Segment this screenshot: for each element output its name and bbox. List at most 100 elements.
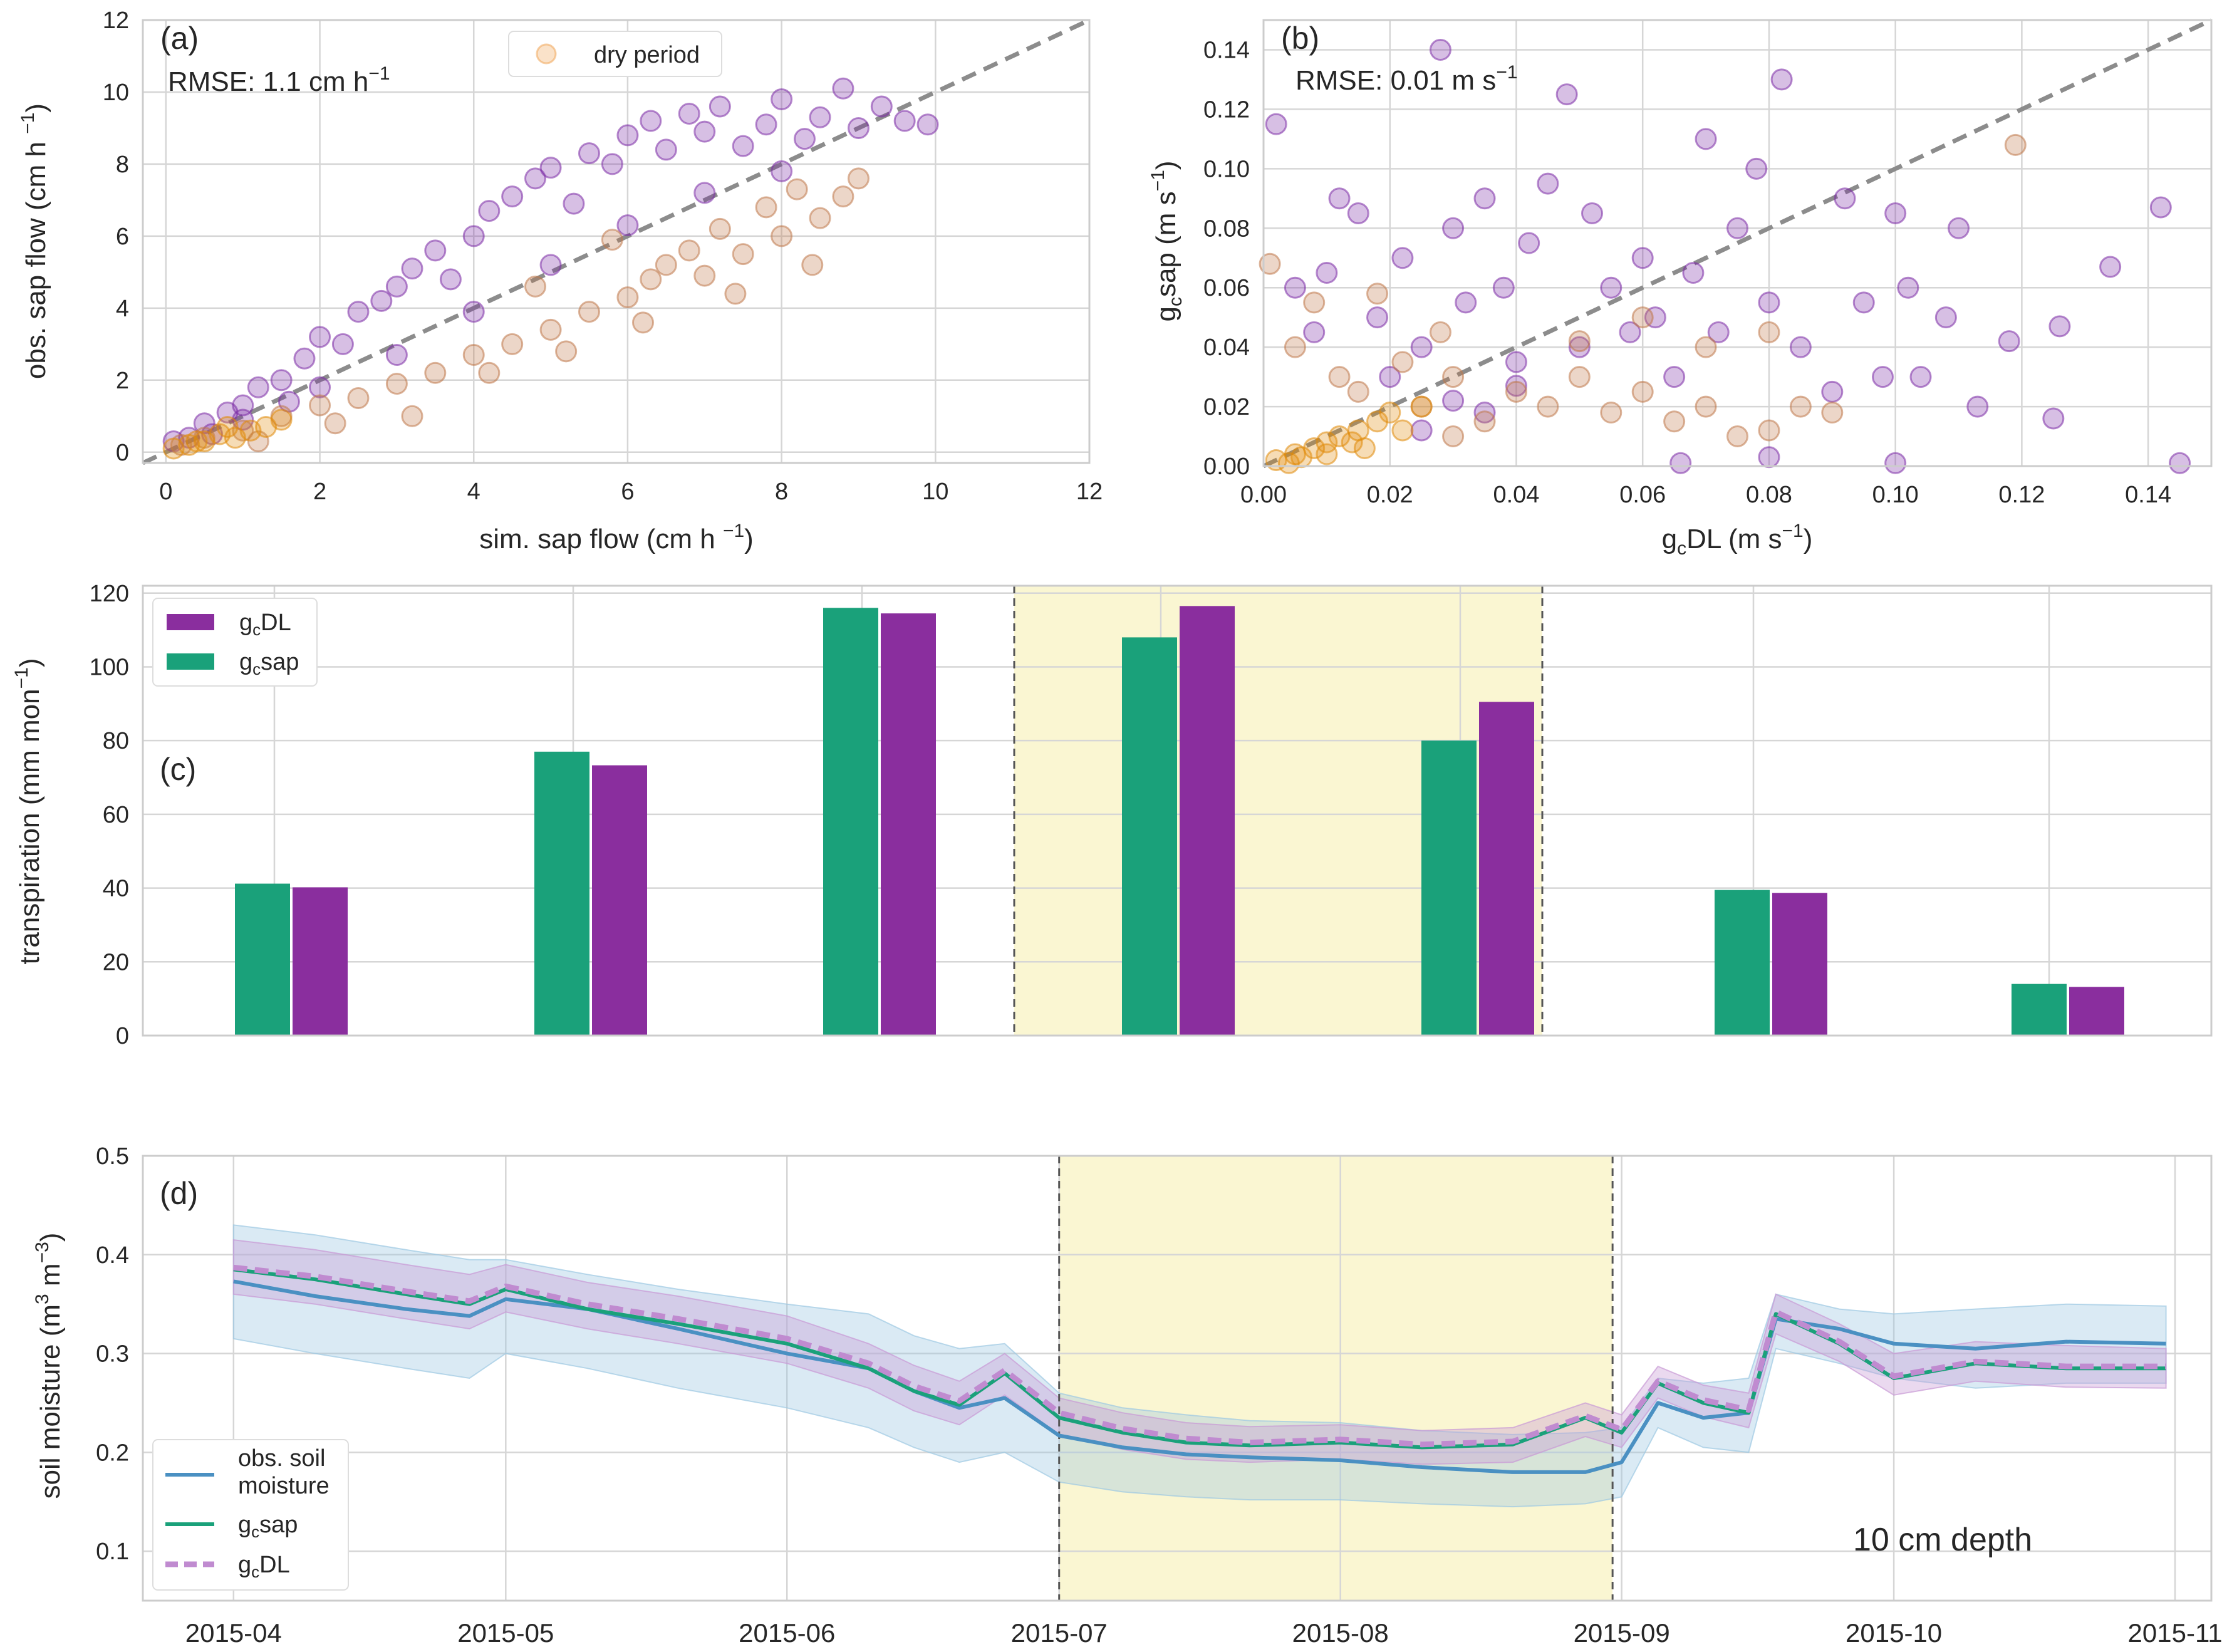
panel-a-point: [755, 113, 777, 136]
panel-b-point: [1852, 291, 1875, 314]
panel-b-point: [1290, 446, 1313, 469]
panel-b-point: [1391, 351, 1414, 373]
panel-c-bar-gcsap: [2012, 984, 2067, 1036]
panel-b-point: [1695, 395, 1717, 418]
panel-c-bar-gcdl: [293, 887, 348, 1036]
panel-a-point: [616, 124, 639, 147]
panel-b-ytick: 0.04: [1203, 335, 1250, 361]
panel-a-ylabel: obs. sap flow (cm h −1): [18, 103, 51, 379]
panel-b-ytick: 0.14: [1203, 37, 1250, 63]
panel-a-ytick: 10: [103, 80, 129, 106]
panel-d-xtick: 2015-08: [1292, 1618, 1389, 1648]
panel-b-point: [1366, 306, 1389, 329]
panel-a-rmse: RMSE: 1.1 cm h−1: [168, 63, 390, 97]
panel-b-point: [1518, 232, 1540, 254]
panel-a-point: [786, 178, 808, 200]
panel-b-point: [1600, 402, 1622, 424]
panel-b-point: [1934, 306, 1957, 329]
panel-d-band: [232, 1239, 2167, 1465]
panel-c-ytick: 100: [90, 654, 129, 680]
panel-b-point: [1442, 425, 1465, 448]
panel-a-point: [693, 182, 716, 204]
panel-a-point: [771, 225, 793, 247]
legend-gcdl-swatch: [167, 614, 214, 630]
panel-b-point: [1884, 202, 1907, 225]
panel-b-point: [1473, 410, 1496, 433]
panel-c-ytick: 40: [103, 876, 129, 902]
panel-d-xtick: 2015-11: [2128, 1618, 2222, 1648]
panel-b: 0.00 0.02 0.04 0.06 0.08 0.10 0.12 0.14 0.00 0.02…: [1148, 18, 2213, 559]
panel-c-bar-gcsap: [1715, 890, 1770, 1036]
panel-b-xtick: 0.06: [1619, 482, 1666, 508]
panel-a-point: [462, 225, 485, 247]
panel-a-point: [616, 286, 639, 309]
panel-a-point: [801, 254, 824, 276]
panel-a-point: [501, 185, 524, 208]
panel-a-ticks: 0 2 4 6 8 10 12 0 2 4 6 8 10 12: [103, 8, 1103, 505]
legend-gcdl-d: gcDL: [238, 1552, 290, 1581]
panel-b-point: [1341, 431, 1363, 454]
panel-b-ytick: 0.00: [1203, 454, 1250, 480]
panel-b-point: [1871, 366, 1894, 388]
panel-a-xtick: 6: [621, 479, 634, 505]
panel-b-point: [1316, 261, 1338, 284]
panel-c-bar-gcdl: [1479, 702, 1534, 1036]
panel-a-point: [655, 138, 677, 161]
panel-a-xtick: 8: [775, 479, 788, 505]
panel-b-point: [1966, 395, 1989, 418]
panel-a-point: [555, 340, 578, 363]
panel-a-point: [524, 275, 547, 298]
panel-a-points: [162, 77, 939, 460]
panel-c-bar-gcdl: [1180, 606, 1235, 1036]
panel-b-point: [1347, 202, 1369, 225]
panel-b-point: [1316, 443, 1338, 465]
panel-b-point: [1429, 321, 1451, 343]
panel-b-xtick: 0.00: [1240, 482, 1287, 508]
panel-b-point: [2099, 256, 2122, 278]
panel-a-xtick: 0: [159, 479, 172, 505]
legend-gcsap: gcsap: [239, 649, 299, 678]
panel-a-point: [916, 113, 939, 136]
panel-c-bar-gcdl: [881, 613, 936, 1036]
panel-b-point: [2149, 196, 2172, 219]
panel-c-bars: [235, 606, 2124, 1036]
panel-b-ytick: 0.12: [1203, 96, 1250, 123]
legend-obs-soil-moisture-1: obs. soil: [238, 1445, 325, 1472]
panel-c-ytick: 80: [103, 728, 129, 754]
panel-b-point: [1410, 419, 1433, 442]
panel-a-point: [771, 88, 793, 110]
panel-d-ticks: 2015-04 2015-05 2015-06 2015-07 2015-08 2015-…: [96, 1143, 2222, 1648]
panel-b-point: [1379, 402, 1401, 424]
panel-a-point: [832, 185, 854, 208]
panel-b-point: [1695, 128, 1717, 150]
panel-b-one-to-one-line: [1262, 18, 2213, 469]
panel-b-point: [1277, 452, 1300, 474]
panel-a-point: [424, 239, 447, 262]
panel-a-point: [270, 369, 293, 392]
panel-b-point: [1726, 425, 1748, 448]
panel-a-point: [385, 275, 408, 298]
panel-b-point: [1366, 283, 1389, 305]
panel-b-point: [1631, 247, 1654, 269]
panel-b-point: [1505, 380, 1527, 403]
panel-a-point: [309, 394, 331, 417]
panel-a-point: [709, 217, 731, 240]
panel-a-point: [347, 301, 370, 323]
panel-c-ticks: 0 20 40 60 80 100 120: [90, 581, 129, 1049]
panel-a-point: [247, 376, 269, 398]
panel-d-ytick: 0.5: [96, 1143, 129, 1170]
panel-b-point: [2042, 407, 2065, 430]
panel-d-xtick: 2015-10: [1846, 1618, 1942, 1648]
panel-b-point: [1707, 321, 1730, 343]
panel-a-point: [893, 110, 916, 132]
panel-b-point: [1884, 452, 1907, 474]
panel-a-point: [524, 167, 547, 190]
panel-b-point: [1303, 291, 1326, 314]
legend-obs-soil-moisture-2: moisture: [238, 1473, 330, 1499]
panel-c-bar-gcsap: [1421, 740, 1477, 1036]
panel-b-point: [1745, 157, 1768, 180]
panel-c-bar-gcsap: [534, 751, 589, 1036]
panel-a-point: [755, 196, 777, 219]
panel-b-point: [1429, 38, 1451, 61]
